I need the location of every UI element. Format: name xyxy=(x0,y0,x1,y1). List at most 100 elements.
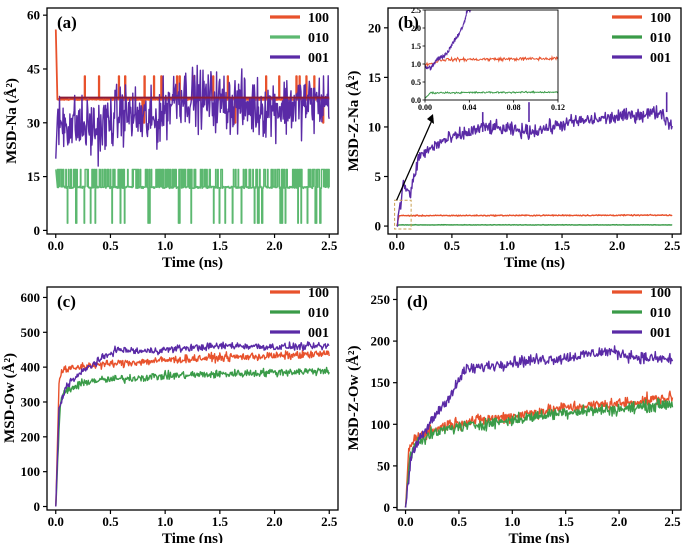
x-tick-label: 2.5 xyxy=(664,514,681,529)
plot-area xyxy=(396,79,673,227)
x-tick-label: 2.5 xyxy=(321,238,338,253)
x-tick-label: 1.5 xyxy=(558,514,575,529)
y-axis-title: MSD-Z-Ow (Å²) xyxy=(346,346,362,451)
x-tick-label: 0.0 xyxy=(48,238,64,253)
y-tick-label: 15 xyxy=(368,70,382,85)
x-tick-label: 2.5 xyxy=(321,514,338,529)
y-tick-label: 600 xyxy=(21,290,41,305)
x-tick-label: 1.5 xyxy=(212,514,229,529)
legend-label-010: 010 xyxy=(650,306,671,321)
inset-y-tick-label: 2.0 xyxy=(411,24,421,33)
y-tick-label: 100 xyxy=(371,417,391,432)
x-axis-title: Time (ns) xyxy=(162,255,223,271)
y-tick-label: 100 xyxy=(21,464,41,479)
inset-series-line-001 xyxy=(425,10,472,71)
inset-y-tick-label: 1.0 xyxy=(411,60,421,69)
inset-series-line-100 xyxy=(425,55,558,68)
zoom-arrow-line xyxy=(396,117,434,201)
panel-d: 0.0 0.5 1.0 1.5 2.0 2.5 0 50 100 150 200 250 Time (n… xyxy=(346,286,682,543)
legend-label-010: 010 xyxy=(308,306,329,321)
panel-label: (a) xyxy=(57,13,77,32)
inset-y-tick-label: 1.5 xyxy=(411,42,421,51)
y-tick-label: 250 xyxy=(371,292,391,307)
x-tick-label: 0.5 xyxy=(102,514,119,529)
x-tick-label: 2.0 xyxy=(611,514,627,529)
zoom-arrow-head xyxy=(427,114,434,124)
inset-x-tick-label: 0.00 xyxy=(418,103,432,112)
panel-b: 0.0 0.5 1.0 1.5 2.0 2.5 0 5 10 15 20 Time (ns) MSD-Z… xyxy=(346,7,682,271)
series-line-001 xyxy=(55,341,330,507)
y-tick-label: 200 xyxy=(21,429,41,444)
y-tick-label: 60 xyxy=(27,8,40,23)
y-tick-label: 10 xyxy=(368,119,381,134)
y-axis-title: MSD-Ow (Å²) xyxy=(2,353,18,443)
x-tick-label: 1.0 xyxy=(504,514,520,529)
panel-label: (c) xyxy=(57,292,76,311)
inset-x-tick-label: 0.08 xyxy=(507,103,521,112)
x-tick-label: 2.0 xyxy=(609,238,625,253)
legend-label-100: 100 xyxy=(650,11,671,26)
y-tick-label: 5 xyxy=(375,169,382,184)
x-tick-label: 0.5 xyxy=(444,238,461,253)
x-axis-title: Time (ns) xyxy=(509,531,570,543)
y-axis-title: MSD-Na (Å²) xyxy=(4,78,20,164)
panel-a: 0.0 0.5 1.0 1.5 2.0 2.5 0 15 30 45 60 Time (ns) MSD-… xyxy=(4,7,339,271)
plot-area xyxy=(54,29,330,224)
series-line-001 xyxy=(396,105,673,227)
inset-frame xyxy=(424,9,559,101)
y-tick-label: 150 xyxy=(371,375,391,390)
plot-frame xyxy=(387,7,682,235)
y-tick-label: 0 xyxy=(34,223,41,238)
plot-frame xyxy=(396,286,682,511)
x-tick-label: 2.5 xyxy=(664,238,681,253)
legend-label-010: 010 xyxy=(308,31,329,46)
legend-label-100: 100 xyxy=(308,286,329,301)
y-tick-label: 20 xyxy=(368,20,381,35)
y-tick-label: 0 xyxy=(375,219,382,234)
y-tick-label: 300 xyxy=(21,394,41,409)
x-axis-title: Time (ns) xyxy=(162,531,223,543)
series-line-100 xyxy=(396,213,673,227)
y-tick-label: 30 xyxy=(27,115,40,130)
inset-y-tick-label: 0.5 xyxy=(411,78,421,87)
x-axis-title: Time (ns) xyxy=(504,255,565,271)
x-tick-label: 2.0 xyxy=(266,238,282,253)
legend-label-010: 010 xyxy=(650,31,671,46)
x-tick-label: 2.0 xyxy=(266,514,282,529)
x-tick-label: 0.0 xyxy=(397,514,413,529)
inset-x-tick-label: 0.04 xyxy=(462,103,476,112)
zoom-region-box xyxy=(394,199,412,230)
y-tick-label: 50 xyxy=(377,458,390,473)
panel-label: (b) xyxy=(398,13,419,32)
plot-frame xyxy=(46,7,339,235)
y-axis-title: MSD-Z-Na (Å²) xyxy=(346,71,362,172)
series-line-001 xyxy=(55,64,330,167)
y-tick-label: 15 xyxy=(27,169,41,184)
panel-label: (d) xyxy=(407,292,428,311)
legend-label-001: 001 xyxy=(650,51,671,66)
series-line-010 xyxy=(55,168,330,224)
panel-c: 0.0 0.5 1.0 1.5 2.0 2.50100200300400500600Tim… xyxy=(2,286,339,543)
x-tick-label: 1.5 xyxy=(212,238,229,253)
inset-x-tick-label: 0.12 xyxy=(551,103,565,112)
inset-plot-area xyxy=(425,10,558,99)
x-tick-label: 1.0 xyxy=(157,514,173,529)
inset-y-tick-label: 2.5 xyxy=(411,6,421,15)
series-line-100 xyxy=(404,390,674,508)
plot-area xyxy=(404,345,674,508)
y-tick-label: 0 xyxy=(384,500,391,515)
series-line-100 xyxy=(55,349,330,507)
x-tick-label: 1.5 xyxy=(554,238,571,253)
x-tick-label: 0.0 xyxy=(48,514,64,529)
x-tick-label: 0.5 xyxy=(102,238,119,253)
legend-label-001: 001 xyxy=(308,51,329,66)
inset-series-line-010 xyxy=(425,90,558,99)
y-tick-label: 45 xyxy=(27,61,41,76)
series-line-001 xyxy=(404,345,674,508)
inset-y-tick-label: 0.0 xyxy=(411,96,421,105)
legend-label-001: 001 xyxy=(308,326,329,341)
series-line-010 xyxy=(55,366,330,507)
series-line-010 xyxy=(404,397,674,508)
y-tick-label: 500 xyxy=(21,325,41,340)
